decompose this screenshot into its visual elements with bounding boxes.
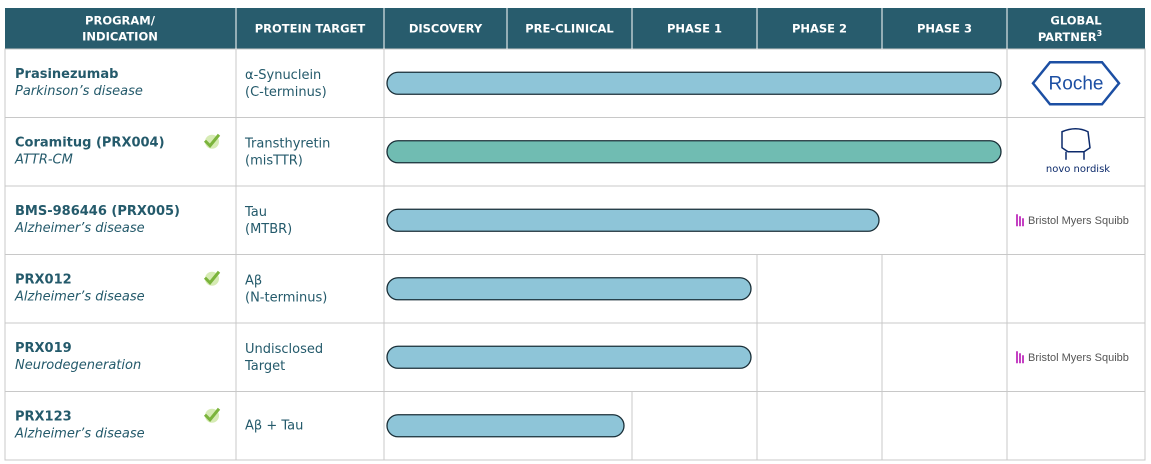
check-icon — [203, 407, 221, 422]
indication: Neurodegeneration — [15, 358, 141, 373]
progress-bar — [386, 71, 1002, 95]
bms-logo — [1016, 214, 1024, 227]
bms-logo — [1016, 351, 1024, 364]
progress-bar — [386, 277, 752, 301]
partner-name: novo nordisk — [1046, 164, 1110, 175]
header-note: 3 — [1097, 29, 1103, 38]
program-name: BMS-986446 (PRX005) — [15, 204, 180, 219]
protein-target: Transthyretin — [244, 136, 330, 151]
header-label: PHASE 1 — [667, 22, 722, 36]
protein-target: Undisclosed — [245, 342, 323, 357]
progress-bar — [386, 208, 880, 232]
header-label: INDICATION — [82, 30, 158, 44]
protein-target: Target — [244, 359, 285, 374]
protein-target: Tau — [244, 205, 267, 220]
header-label: PHASE 2 — [792, 22, 847, 36]
progress-bar — [386, 414, 625, 438]
header-label: PROGRAM/ — [85, 14, 156, 28]
protein-target: (C-terminus) — [245, 85, 327, 100]
header-label: PRE-CLINICAL — [525, 22, 614, 36]
header-label: GLOBAL — [1050, 14, 1102, 28]
progress-bar — [386, 140, 1002, 164]
roche-logo — [1031, 61, 1121, 106]
header-bar — [5, 8, 1145, 49]
check-icon — [203, 270, 221, 285]
header-label: DISCOVERY — [409, 22, 483, 36]
indication: ATTR-CM — [14, 152, 73, 167]
header-label: PROTEIN TARGET — [255, 22, 366, 36]
indication: Parkinson’s disease — [15, 84, 143, 99]
protein-target: α-Synuclein — [245, 68, 321, 83]
program-name: PRX123 — [15, 409, 72, 424]
indication: Alzheimer’s disease — [14, 426, 145, 441]
protein-target: Aβ + Tau — [245, 418, 303, 433]
program-name: PRX019 — [15, 341, 72, 356]
header-label: PARTNER — [1038, 30, 1097, 44]
protein-target: Aβ — [245, 273, 262, 288]
header-label: PARTNER3 — [1038, 29, 1102, 44]
partner-name: Bristol Myers Squibb — [1028, 352, 1129, 364]
indication: Alzheimer’s disease — [14, 221, 145, 236]
novo-logo — [1061, 128, 1091, 160]
program-name: PRX012 — [15, 272, 72, 287]
protein-target: (MTBR) — [245, 222, 292, 237]
header-label: PHASE 3 — [917, 22, 972, 36]
program-name: Coramitug (PRX004) — [15, 135, 165, 150]
partner-name: Roche — [1049, 73, 1104, 94]
progress-bar — [386, 345, 752, 369]
program-name: Prasinezumab — [15, 67, 118, 82]
partner-name: Bristol Myers Squibb — [1028, 215, 1129, 227]
protein-target: (misTTR) — [245, 153, 303, 168]
indication: Alzheimer’s disease — [14, 289, 145, 304]
protein-target: (N-terminus) — [245, 290, 327, 305]
check-icon — [203, 133, 221, 148]
